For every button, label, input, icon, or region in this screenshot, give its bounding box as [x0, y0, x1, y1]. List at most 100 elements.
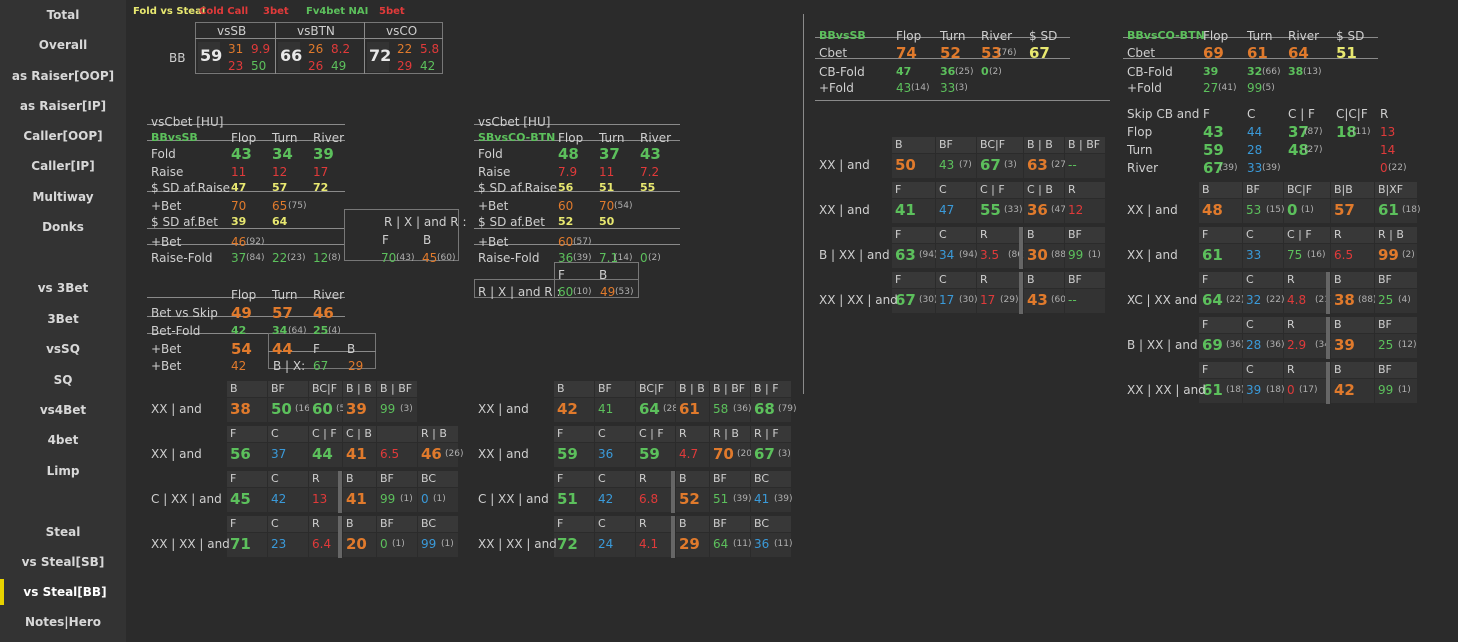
grid-row-label: B | XX | and	[1127, 338, 1198, 352]
grid-header: BF	[1378, 318, 1392, 331]
grid-header: C	[939, 228, 947, 241]
grid-header-cell	[710, 516, 750, 532]
stat-text: +Fold	[1127, 81, 1162, 95]
stat-text: 34	[272, 145, 293, 163]
grid-header: F	[1202, 318, 1209, 331]
stat-text: +Bet	[478, 235, 509, 249]
grid-value-cell	[936, 199, 976, 223]
grid-header-cell	[1331, 227, 1374, 243]
grid-sample: (1)	[1088, 250, 1101, 260]
nav-item-14[interactable]: Limp	[46, 464, 80, 478]
divider	[474, 191, 680, 192]
grid-value: 70	[713, 445, 734, 463]
stat-text: $ SD	[1029, 29, 1058, 43]
stat-text: B	[347, 342, 356, 356]
grid-value-cell	[377, 488, 417, 512]
grid-value: 61	[1202, 246, 1223, 264]
section-separator	[338, 516, 342, 558]
grid-value-cell	[1199, 199, 1242, 223]
grid-sample: (22)	[1226, 295, 1245, 305]
grid-header: BC	[421, 472, 437, 485]
stat-text: R	[1380, 107, 1389, 121]
grid-row-label: XX | XX | and	[1127, 383, 1206, 397]
grid-value: 6.4	[312, 537, 332, 551]
grid-header-cell	[377, 426, 417, 442]
nav-item-2[interactable]: as Raiser[OOP]	[11, 69, 115, 83]
nav-item-3[interactable]: as Raiser[IP]	[19, 99, 107, 113]
nav-item-11[interactable]: SQ	[53, 373, 73, 387]
grid-value-cell	[676, 488, 709, 512]
grid-value: 42	[557, 400, 578, 418]
nav-item-16[interactable]: vs Steal[SB]	[21, 555, 105, 569]
divider	[474, 140, 680, 141]
grid-header-cell	[1065, 182, 1105, 198]
nav-item-8[interactable]: vs 3Bet	[37, 281, 89, 295]
stat-text: 37	[599, 145, 620, 163]
grid-value: 48	[1202, 201, 1223, 219]
grid-header: C	[598, 472, 606, 485]
nav-item-6[interactable]: Multiway	[32, 190, 94, 204]
stat-text: C | F	[1288, 107, 1315, 121]
stat-text: 44	[1247, 125, 1263, 139]
stat-text: Cbet	[819, 46, 848, 60]
nav-item-12[interactable]: vs4Bet	[39, 403, 87, 417]
grid-header: B | F	[754, 382, 779, 395]
stat-text: 39	[1203, 65, 1219, 78]
grid-value: 2.9	[1287, 338, 1307, 352]
stat-text: F	[313, 342, 320, 356]
stat-text: BBvsCO-BTN	[1127, 29, 1205, 42]
nav-item-13[interactable]: 4bet	[47, 433, 79, 447]
grid-row-label: C | XX | and	[478, 492, 549, 506]
grid-row-label: C | XX | and	[151, 492, 222, 506]
grid-header: BC	[421, 517, 437, 530]
grid-value: 3.5	[980, 248, 1000, 262]
grid-value-cell	[751, 398, 791, 422]
grid-value-cell	[227, 398, 267, 422]
grid-sample: (36)	[1226, 340, 1245, 350]
grid-value-cell	[309, 398, 342, 422]
grid-header: B | BF	[380, 382, 413, 395]
grid-header: R | B	[1378, 228, 1404, 241]
grid-header-cell	[227, 381, 267, 397]
grid-value: 68	[754, 400, 775, 418]
stat-text: Turn	[1247, 29, 1273, 43]
nav-item-1[interactable]: Overall	[38, 38, 88, 52]
nav-item-5[interactable]: Caller[IP]	[31, 159, 95, 173]
steal-main-value: 72	[369, 46, 392, 65]
grid-sample: (18)	[1266, 385, 1285, 395]
grid-header: R	[1068, 183, 1076, 196]
grid-header: R	[1287, 273, 1295, 286]
grid-value-cell	[1375, 199, 1417, 223]
grid-value-cell	[710, 488, 750, 512]
grid-header: F	[230, 472, 237, 485]
grid-header: F	[557, 427, 564, 440]
grid-value-cell	[1284, 199, 1330, 223]
nav-item-18[interactable]: Notes|Hero	[24, 615, 102, 629]
divider	[815, 100, 1110, 101]
grid-value-cell	[936, 289, 976, 313]
grid-value: 39	[1334, 336, 1355, 354]
grid-value: 55	[980, 201, 1001, 219]
stat-text: (84)	[246, 253, 265, 263]
divider	[474, 228, 680, 229]
stat-text: 37	[231, 251, 247, 265]
legend-item: Cold Call	[199, 6, 249, 17]
grid-header: B|B	[1334, 183, 1353, 196]
grid-header-cell	[595, 381, 635, 397]
nav-item-15[interactable]: Steal	[45, 525, 81, 539]
grid-value-cell	[676, 533, 709, 557]
nav-item-10[interactable]: vsSQ	[46, 342, 80, 356]
nav-item-9[interactable]: 3Bet	[47, 312, 79, 326]
grid-value-cell	[1243, 244, 1283, 268]
grid-value: 45	[230, 490, 251, 508]
nav-item-17[interactable]: vs Steal[BB]	[0, 579, 126, 605]
nav-item-4[interactable]: Caller[OOP]	[23, 129, 103, 143]
grid-value-cell	[977, 154, 1023, 178]
steal-value: 5.8	[420, 42, 440, 56]
nav-item-7[interactable]: Donks	[42, 220, 84, 234]
nav-item-0[interactable]: Total	[46, 8, 80, 22]
stat-text: Flop	[231, 288, 257, 302]
grid-value: 12	[1068, 203, 1084, 217]
grid-header-cell	[1065, 137, 1105, 153]
stat-text: 64	[1288, 44, 1309, 62]
